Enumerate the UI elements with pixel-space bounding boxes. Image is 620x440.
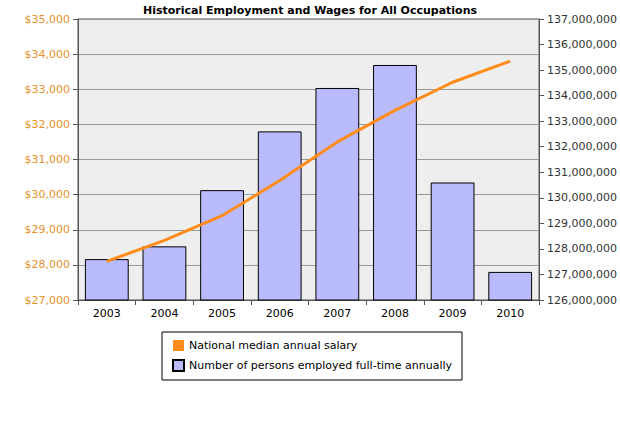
svg-text:$32,000: $32,000 (25, 118, 71, 131)
svg-text:Historical Employment and Wage: Historical Employment and Wages for All … (143, 4, 478, 17)
svg-text:$35,000: $35,000 (25, 13, 71, 26)
svg-text:130,000,000: 130,000,000 (547, 191, 617, 204)
svg-text:134,000,000: 134,000,000 (547, 89, 617, 102)
svg-text:$34,000: $34,000 (25, 48, 71, 61)
svg-text:126,000,000: 126,000,000 (547, 294, 617, 307)
svg-text:136,000,000: 136,000,000 (547, 38, 617, 51)
svg-text:127,000,000: 127,000,000 (547, 268, 617, 281)
svg-text:$28,000: $28,000 (25, 258, 71, 271)
svg-text:2007: 2007 (323, 307, 351, 320)
svg-text:$30,000: $30,000 (25, 188, 71, 201)
svg-text:$27,000: $27,000 (25, 294, 71, 307)
svg-text:133,000,000: 133,000,000 (547, 115, 617, 128)
svg-text:2004: 2004 (150, 307, 178, 320)
svg-text:137,000,000: 137,000,000 (547, 13, 617, 26)
svg-text:$31,000: $31,000 (25, 153, 71, 166)
svg-text:2008: 2008 (381, 307, 409, 320)
svg-text:2003: 2003 (93, 307, 121, 320)
svg-text:$33,000: $33,000 (25, 83, 71, 96)
svg-text:132,000,000: 132,000,000 (547, 140, 617, 153)
svg-text:128,000,000: 128,000,000 (547, 242, 617, 255)
svg-text:135,000,000: 135,000,000 (547, 64, 617, 77)
svg-text:131,000,000: 131,000,000 (547, 166, 617, 179)
svg-text:$29,000: $29,000 (25, 223, 71, 236)
svg-text:2010: 2010 (496, 307, 524, 320)
svg-text:2009: 2009 (439, 307, 467, 320)
svg-text:2005: 2005 (208, 307, 236, 320)
svg-text:2006: 2006 (266, 307, 294, 320)
svg-text:129,000,000: 129,000,000 (547, 217, 617, 230)
svg-text:Number of persons employed ful: Number of persons employed full-time ann… (189, 359, 453, 372)
svg-text:National median annual salary: National median annual salary (189, 339, 358, 352)
